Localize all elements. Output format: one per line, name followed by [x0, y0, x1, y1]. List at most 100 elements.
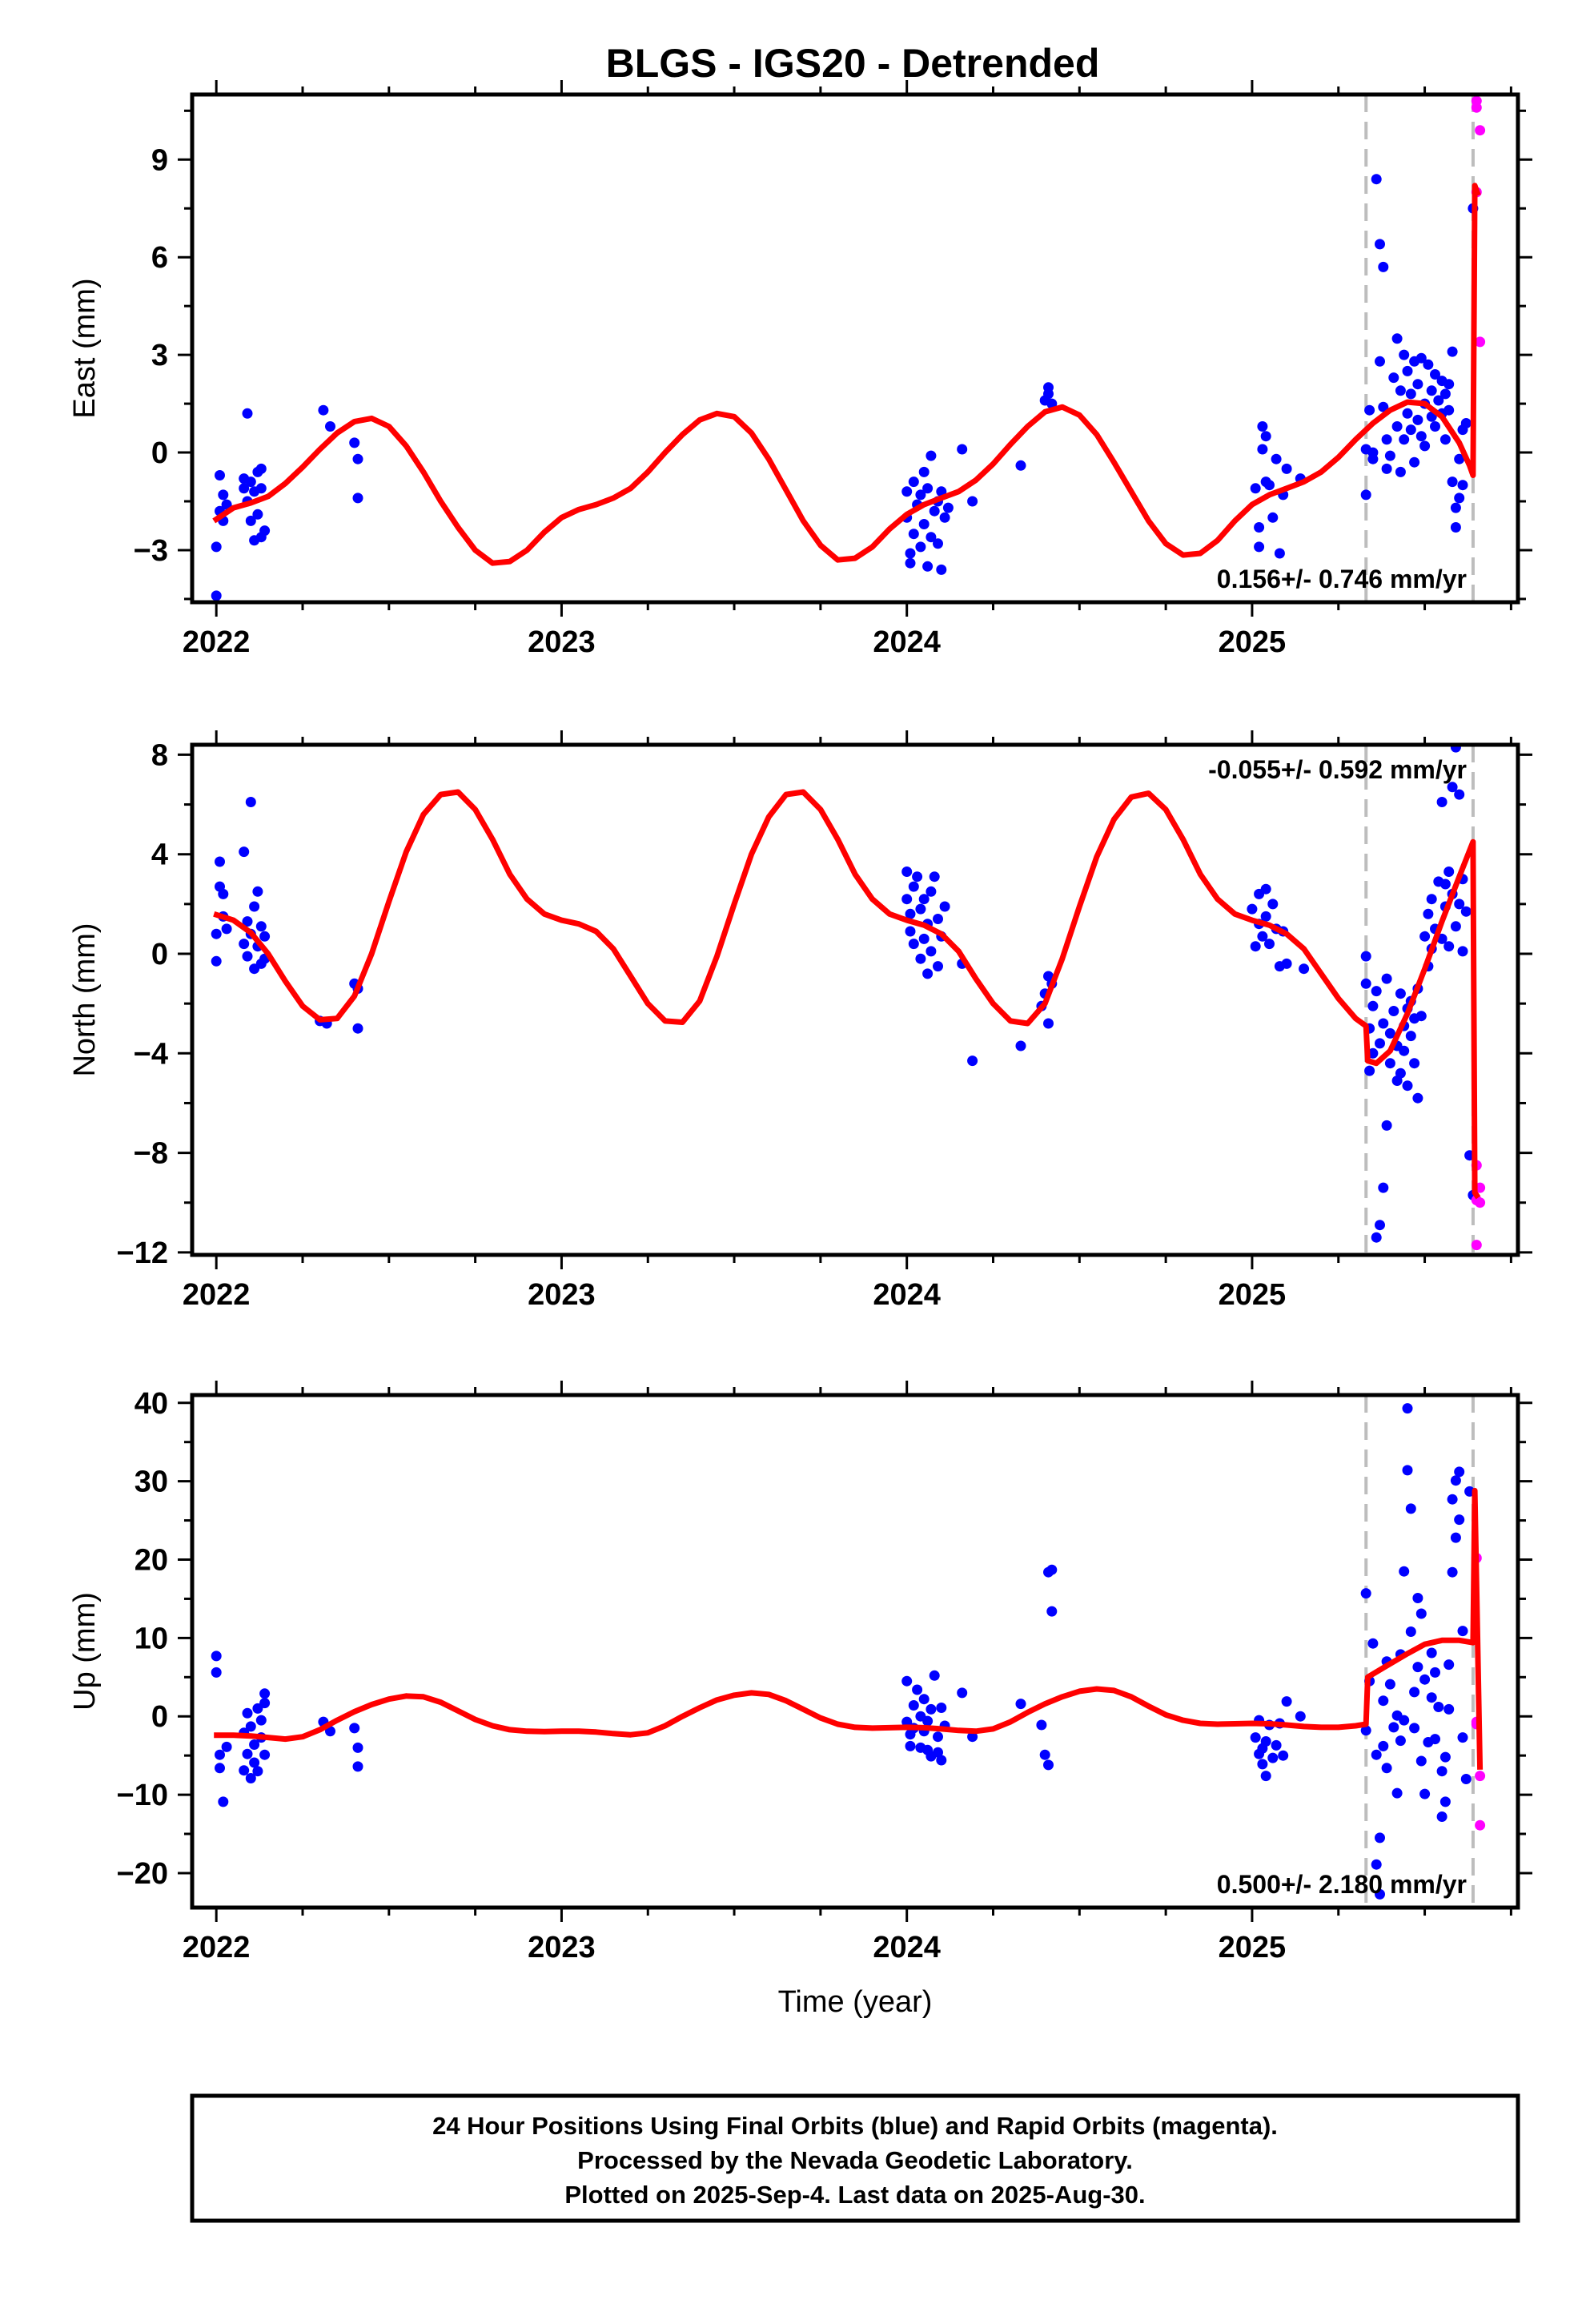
east-final-point	[1460, 418, 1472, 428]
up-final-point	[926, 1703, 937, 1715]
north-rapid-point	[1471, 1195, 1482, 1206]
up-final-point	[1439, 1751, 1451, 1763]
x-axis-label: Time (year)	[778, 1985, 933, 2019]
caption-box	[190, 2093, 1520, 2223]
north-final-point	[249, 901, 260, 912]
up-final-point	[1454, 1514, 1465, 1526]
north-final-point	[245, 797, 256, 807]
east-final-point	[318, 404, 329, 416]
east-final-point	[1405, 424, 1416, 436]
north-x-tick-label: 2023	[528, 1278, 596, 1312]
up-final-point	[1360, 1588, 1371, 1599]
east-y-tick-label: 3	[151, 339, 168, 372]
north-final-point	[1436, 797, 1447, 807]
east-final-point	[1412, 379, 1423, 390]
east-final-point	[1409, 456, 1420, 468]
north-final-point	[1395, 988, 1406, 999]
up-final-point	[1450, 1475, 1461, 1486]
up-y-tick-label: 0	[151, 1700, 168, 1734]
up-final-point	[1360, 1725, 1371, 1736]
north-final-point	[1395, 1068, 1406, 1079]
east-y-tick-label: 6	[151, 241, 168, 275]
north-final-point	[1388, 1006, 1399, 1016]
north-final-point	[939, 901, 950, 912]
north-y-tick-label: −4	[134, 1037, 168, 1071]
up-final-point	[1405, 1626, 1416, 1637]
east-final-point	[1367, 447, 1379, 458]
north-final-point	[1247, 903, 1258, 915]
east-final-point	[239, 483, 250, 494]
east-final-point	[1433, 395, 1444, 406]
east-final-point	[255, 463, 267, 474]
north-final-point	[242, 951, 253, 962]
north-final-point	[918, 894, 930, 905]
east-final-point	[1271, 453, 1282, 464]
north-final-point	[252, 886, 263, 897]
east-rapid-point	[1471, 102, 1482, 113]
east-final-point	[1419, 440, 1431, 452]
up-final-point	[259, 1688, 271, 1699]
east-final-point	[1015, 460, 1026, 471]
east-plot-frame	[190, 92, 1520, 605]
east-final-point	[255, 483, 267, 494]
north-final-point	[908, 881, 919, 892]
east-final-point	[255, 532, 267, 543]
north-final-point	[1381, 1120, 1392, 1131]
east-final-point	[349, 437, 360, 448]
up-final-point	[1460, 1774, 1472, 1784]
east-final-point	[1388, 372, 1399, 384]
east-rate-label: 0.156+/- 0.746 mm/yr	[1217, 565, 1467, 593]
up-final-point	[1439, 1796, 1451, 1807]
north-final-point	[239, 846, 250, 858]
east-final-point	[325, 421, 335, 432]
up-final-point	[901, 1716, 913, 1727]
up-final-point	[918, 1694, 930, 1705]
east-final-point	[942, 502, 954, 513]
east-x-tick-label: 2023	[528, 625, 596, 659]
east-model-curve	[212, 183, 1481, 566]
north-y-axis-label: North (mm)	[68, 923, 102, 1076]
east-final-point	[915, 541, 926, 553]
east-rapid-point	[1475, 125, 1486, 136]
east-final-point	[1375, 239, 1385, 250]
east-final-point	[1439, 434, 1451, 445]
north-final-point	[211, 955, 222, 967]
up-final-point	[1454, 1466, 1465, 1478]
up-final-point	[211, 1651, 222, 1662]
east-final-point	[352, 493, 363, 504]
up-final-point	[1430, 1667, 1440, 1678]
up-final-point	[218, 1796, 229, 1807]
up-final-point	[252, 1766, 263, 1777]
east-final-point	[936, 564, 947, 575]
east-final-point	[1412, 414, 1423, 425]
north-final-point	[908, 939, 919, 950]
east-final-point	[1364, 404, 1375, 416]
up-final-point	[352, 1761, 363, 1772]
north-final-point	[221, 923, 232, 935]
up-final-point	[1450, 1532, 1461, 1543]
caption-line-1: 24 Hour Positions Using Final Orbits (bl…	[432, 2112, 1278, 2140]
up-final-point	[1405, 1503, 1416, 1514]
north-y-tick-label: 8	[151, 738, 168, 772]
east-final-point	[1402, 365, 1413, 376]
north-final-point	[218, 888, 229, 899]
up-final-point	[1419, 1674, 1431, 1685]
up-rapid-point	[1475, 1819, 1486, 1831]
up-final-point	[1260, 1771, 1271, 1782]
up-final-point	[352, 1742, 363, 1753]
east-final-point	[926, 450, 937, 461]
east-x-tick-label: 2025	[1219, 625, 1287, 659]
east-final-point	[939, 512, 950, 523]
north-final-point	[1447, 782, 1458, 793]
up-final-point	[1402, 1465, 1413, 1476]
east-final-point	[1447, 346, 1458, 357]
east-final-point	[352, 453, 363, 464]
east-final-point	[1399, 434, 1410, 445]
up-final-point	[929, 1670, 940, 1681]
north-final-point	[1367, 1000, 1379, 1011]
east-final-point	[918, 519, 930, 529]
east-final-point	[1415, 431, 1427, 442]
up-final-point	[1046, 1606, 1058, 1617]
up-final-point	[1443, 1659, 1455, 1671]
east-x-tick-label: 2022	[183, 625, 251, 659]
